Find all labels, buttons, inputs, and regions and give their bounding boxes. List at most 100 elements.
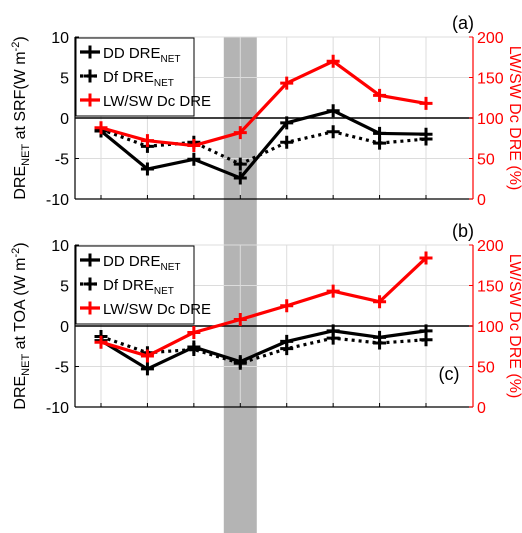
y-tick-label-left: 0 [60, 319, 69, 336]
y-tick-label-right: 0 [477, 192, 486, 209]
y-axis-label-left: DRENET at TOA (W m-2) [10, 242, 32, 409]
legend-entry: Df DRENET [103, 277, 174, 297]
legend-entry-main: LW/SW Dc DRE [103, 93, 211, 110]
data-point [373, 88, 387, 102]
y-axis-label-left: DRENET at SRF(W m-2) [10, 36, 32, 199]
y-axis-label-right: LW/SW Dc DRE (%) [506, 46, 522, 191]
y-tick-label-left: -5 [55, 360, 69, 377]
data-point [326, 104, 340, 118]
y-tick-label-left: -5 [55, 152, 69, 169]
legend-entry: DD DRENET [103, 253, 181, 273]
y-tick-label-right: 100 [477, 111, 504, 128]
series-line-2 [100, 256, 428, 358]
panel-label: (b) [452, 221, 474, 241]
data-point [233, 157, 247, 171]
data-point [233, 126, 247, 140]
data-point [140, 162, 154, 176]
y-tick-label-right: 0 [477, 400, 486, 417]
legend-swatch-marker [83, 277, 97, 291]
data-point [373, 295, 387, 309]
data-point [280, 135, 294, 149]
data-point [140, 134, 154, 148]
data-point [140, 349, 154, 363]
data-point [94, 121, 108, 135]
label-close: ) [12, 36, 29, 41]
label-superscript: -2 [10, 42, 22, 52]
data-point [373, 136, 387, 150]
label-main: DRE [12, 376, 29, 410]
data-point [419, 132, 433, 146]
label-tail: at TOA (W m [12, 258, 29, 354]
data-point [373, 336, 387, 350]
panel-label: (a) [452, 13, 474, 33]
data-point [233, 356, 247, 370]
y-tick-label-left: 10 [51, 238, 69, 255]
y-tick-label-left: 5 [60, 71, 69, 88]
legend-entry: Df DRENET [103, 69, 174, 89]
y-tick-label-left: 0 [60, 111, 69, 128]
legend-entry-subscript: NET [154, 78, 174, 89]
data-point [187, 342, 201, 356]
data-point [187, 152, 201, 166]
data-point [280, 342, 294, 356]
data-point [419, 333, 433, 347]
label-subscript: NET [20, 354, 32, 376]
data-point [94, 335, 108, 349]
y-tick-label-left: -10 [46, 400, 69, 417]
label-close: ) [12, 242, 29, 247]
y-tick-label-right: 200 [477, 30, 504, 47]
y-tick-label-right: 50 [477, 360, 495, 377]
y-tick-label-right: 50 [477, 152, 495, 169]
legend-entry-main: DD DRE [103, 45, 161, 62]
legend-swatch-marker [83, 93, 97, 107]
y-tick-label-right: 150 [477, 279, 504, 296]
y-tick-label-left: -10 [46, 192, 69, 209]
panel-c-label: (c) [439, 364, 460, 384]
legend-entry: LW/SW Dc DRE [103, 301, 211, 318]
legend-entry-main: LW/SW Dc DRE [103, 301, 211, 318]
data-point [326, 284, 340, 298]
data-point [280, 116, 294, 130]
data-point [233, 313, 247, 327]
label-tail: at SRF(W m [12, 51, 29, 143]
y-tick-label-left: 5 [60, 279, 69, 296]
legend-entry-subscript: NET [161, 54, 181, 65]
data-point [326, 331, 340, 345]
data-point [280, 76, 294, 90]
legend-swatch-marker [83, 253, 97, 267]
legend-entry-main: DD DRE [103, 253, 161, 270]
y-tick-label-right: 100 [477, 319, 504, 336]
data-point [419, 96, 433, 110]
y-tick-label-right: 200 [477, 238, 504, 255]
y-axis-label-right: LW/SW Dc DRE (%) [506, 254, 522, 399]
legend-entry-subscript: NET [154, 286, 174, 297]
legend-swatch-marker [83, 45, 97, 59]
series-line-0 [99, 109, 427, 180]
y-tick-label-left: 10 [51, 30, 69, 47]
legend-swatch-marker [83, 301, 97, 315]
legend-entry: DD DRENET [103, 45, 181, 65]
series-line-0 [100, 329, 427, 371]
legend-entry: LW/SW Dc DRE [103, 93, 211, 110]
legend-entry-main: Df DRE [103, 277, 154, 294]
legend-swatch-marker [83, 69, 97, 83]
label-main: DRE [12, 166, 29, 200]
y-tick-label-right: 150 [477, 71, 504, 88]
data-point [419, 251, 433, 265]
series-line-1 [100, 127, 427, 166]
data-point [326, 54, 340, 68]
data-point [140, 362, 154, 376]
data-point [233, 171, 247, 185]
data-point [187, 325, 201, 339]
data-point [187, 139, 201, 153]
data-point [326, 125, 340, 139]
series-line-2 [100, 59, 427, 148]
legend-entry-main: Df DRE [103, 69, 154, 86]
data-point [280, 299, 294, 313]
label-subscript: NET [20, 144, 32, 166]
label-superscript: -2 [10, 248, 22, 258]
legend-entry-subscript: NET [161, 262, 181, 273]
